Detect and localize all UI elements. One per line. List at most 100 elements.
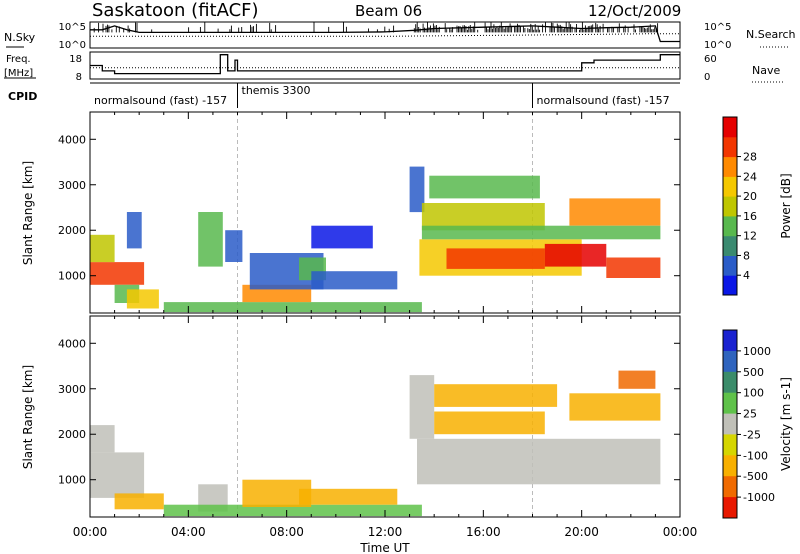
power-data-region [569,198,661,226]
freq-left-label-top: Freq. [6,54,31,65]
power-colorbar-block [723,156,737,177]
power-ytick-label: 3000 [58,179,86,192]
power-data-region [311,271,398,290]
x-axis-label: Time UT [359,541,410,554]
noise-panel-frame [89,21,681,49]
velocity-ytick-label: 3000 [58,383,86,396]
noise-right-label: N.Search [746,28,796,41]
power-ytick-label: 4000 [58,133,86,146]
x-axis-tick-label: 08:00 [269,525,304,539]
velocity-colorbar-tick-label: 1000 [743,345,771,358]
power-colorbar-frame [722,116,738,296]
power-data-region [90,234,115,263]
velocity-colorbar-label: Velocity [m s-1] [779,377,793,471]
velocity-colorbar-ticks: 1000 500 100 25 -25 -100 -500 -1000 [737,345,775,504]
freq-left-label-bottom: [MHz] [4,68,33,79]
velocity-colorbar-block [723,371,737,394]
freq-panel-frame [89,51,681,80]
velocity-ytick-label: 4000 [58,337,86,350]
velocity-data-region [163,504,422,517]
velocity-colorbar-tick-label: -100 [743,449,768,462]
velocity-colorbar-block [723,497,737,519]
power-colorbar-block [723,136,737,158]
power-colorbar-block [723,117,737,138]
velocity-data-region [409,375,435,439]
x-axis-tick-labels: 00:00 04:00 08:00 12:00 16:00 20:00 00:00 [73,525,698,539]
velocity-data-region [434,384,558,407]
power-data-region [90,262,145,285]
velocity-data-region [569,393,661,421]
velocity-colorbar: 1000 500 100 25 -25 -100 -500 -1000 Velocity [m… [722,329,793,519]
x-axis-tick-label: 16:00 [466,525,501,539]
velocity-ytick-label: 2000 [58,428,86,441]
power-data-region [446,248,545,269]
power-colorbar-label: Power [dB] [779,173,793,238]
velocity-colorbar-tick-label: -25 [743,428,761,441]
velocity-colorbar-block [723,330,737,352]
power-ytick-label: 1000 [58,270,86,283]
power-data-region [409,166,425,213]
power-colorbar-block [723,235,737,256]
power-xticks [89,112,681,313]
power-colorbar-block [723,275,737,296]
power-data-region [311,225,373,249]
x-axis-tick-label: 00:00 [663,525,698,539]
power-colorbar-block [723,215,737,237]
power-data-region [163,302,422,313]
noise-left-tick-bottom: 10^0 [59,40,86,51]
velocity-colorbar-block [723,434,737,456]
date-title: 12/Oct/2009 [588,2,681,20]
velocity-data-region [434,411,545,435]
cpid-segment-label: normalsound (fast) -157 [537,94,670,107]
velocity-colorbar-block [723,455,737,477]
velocity-colorbar-tick-label: 100 [743,387,764,400]
freq-right-tick-bottom: 0 [704,72,710,83]
power-data-region [198,212,223,267]
velocity-colorbar-blocks [723,330,737,519]
velocity-colorbar-tick-label: -1000 [743,491,775,504]
velocity-data-region [90,452,145,498]
x-axis-tick-label: 12:00 [368,525,403,539]
x-axis-tick-label: 04:00 [171,525,206,539]
velocity-ylabel: Slant Range [km] [21,365,35,469]
station-title: Saskatoon (fitACF) [92,0,259,21]
freq-left-tick-top: 18 [69,54,82,65]
velocity-yticks: 1000 2000 3000 4000 [58,337,680,487]
velocity-ytick-label: 1000 [58,474,86,487]
velocity-colorbar-tick-label: 500 [743,366,764,379]
power-colorbar-block [723,255,737,276]
freq-right-tick-top: 60 [704,54,717,65]
power-colorbar-tick-label: 24 [743,170,757,183]
power-colorbar-tick-label: 4 [743,269,750,282]
noise-panel: N.Sky 10^5 10^0 10^5 10^0 N.Search [4,21,796,51]
power-data-region [225,230,243,262]
noise-sky-line [90,25,680,43]
velocity-colorbar-block [723,392,737,415]
power-colorbar: 4 8 12 16 20 24 28 Power [dB] [722,116,793,296]
velocity-colorbar-tick-label: -500 [743,470,768,483]
noise-right-tick-top: 10^5 [704,22,731,33]
power-ylabel: Slant Range [km] [21,161,35,265]
power-colorbar-tick-label: 12 [743,230,757,243]
cpid-segments: normalsound (fast) -157 themis 3300 normal… [94,83,670,108]
power-data-region [544,243,607,267]
cpid-segment-label: normalsound (fast) -157 [94,94,227,107]
x-axis-tick-label: 20:00 [564,525,599,539]
cpid-segment-label: themis 3300 [242,84,311,97]
power-yticks: 1000 2000 3000 4000 [58,133,680,283]
power-data-region [126,289,159,309]
power-data-regions [90,112,661,313]
power-data-region [606,257,661,278]
power-colorbar-tick-label: 16 [743,210,757,223]
power-colorbar-block [723,196,737,217]
velocity-colorbar-block [723,350,737,373]
power-data-region [126,212,142,249]
beam-title: Beam 06 [355,2,422,20]
freq-panel: Freq. [MHz] 18 8 60 0 Nave [4,51,784,83]
noise-right-tick-bottom: 10^0 [704,40,731,51]
power-colorbar-blocks [723,117,737,296]
velocity-data-region [618,370,656,389]
power-colorbar-tick-label: 28 [743,151,757,164]
